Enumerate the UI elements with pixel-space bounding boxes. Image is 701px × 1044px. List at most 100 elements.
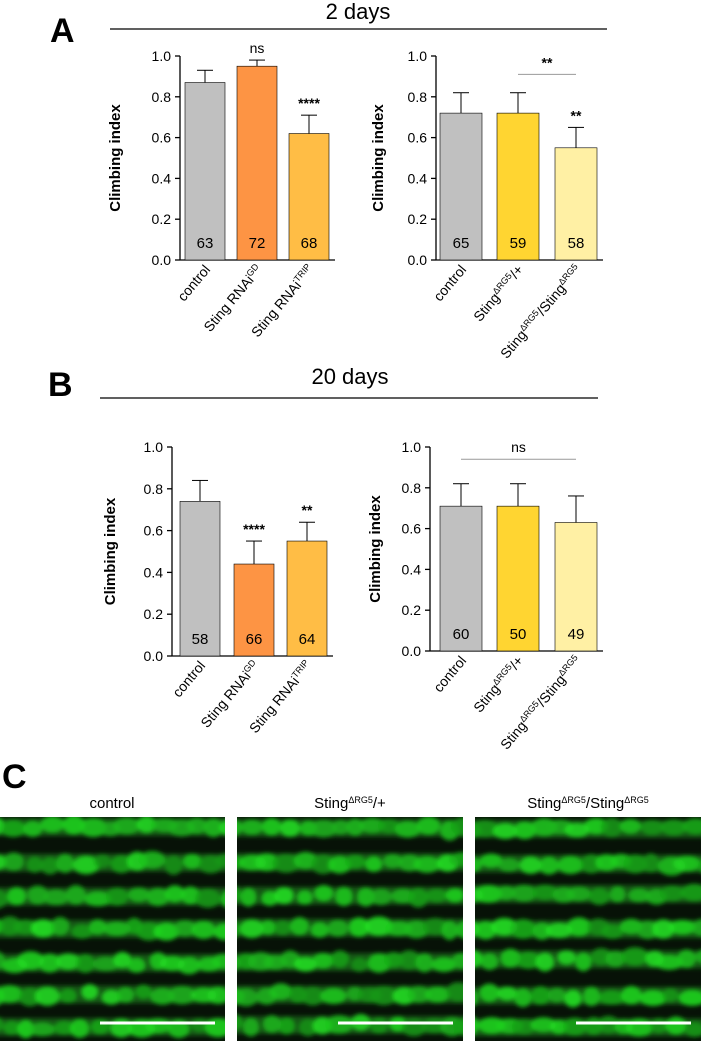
- nucleus: [0, 1017, 4, 1031]
- y-tick-label: 0.4: [144, 564, 164, 580]
- nucleus: [269, 983, 292, 1001]
- nucleus: [600, 817, 623, 838]
- nucleus: [452, 952, 463, 969]
- nucleus: [211, 953, 225, 970]
- significance: ****: [298, 95, 320, 111]
- nucleus: [168, 985, 196, 1005]
- superscript: ΔRG5: [561, 795, 586, 805]
- bar: [184, 82, 226, 261]
- y-axis-label: Climbing index: [370, 104, 387, 212]
- nucleus: [127, 957, 146, 973]
- nucleus: [278, 1017, 296, 1035]
- panel-letter: A: [50, 12, 75, 50]
- nucleus: [136, 922, 162, 941]
- micrograph: [0, 817, 225, 1041]
- bar: [439, 112, 483, 261]
- nucleus: [455, 921, 463, 939]
- y-tick-label: 0.4: [402, 561, 422, 577]
- nucleus: [146, 887, 169, 907]
- nucleus: [331, 819, 350, 835]
- nucleus: [301, 986, 325, 1006]
- nucleus: [34, 986, 60, 1006]
- fibers: [475, 817, 701, 1038]
- nucleus: [538, 856, 559, 875]
- superscript: TRIP: [292, 262, 313, 284]
- superscript: ΔRG5: [556, 262, 579, 287]
- micrograph: [475, 817, 701, 1041]
- nucleus: [678, 989, 701, 1006]
- panel-letter: C: [2, 758, 27, 796]
- nucleus: [535, 952, 555, 972]
- nucleus: [601, 924, 624, 940]
- y-tick-label: 0.4: [152, 170, 172, 186]
- nucleus: [356, 887, 375, 907]
- fibers: [0, 817, 225, 1039]
- nucleus: [110, 855, 133, 874]
- panel-title: 20 days: [311, 364, 388, 389]
- nucleus: [272, 853, 301, 873]
- nucleus: [144, 1018, 172, 1034]
- n-label: 65: [453, 235, 470, 252]
- nucleus: [237, 922, 241, 938]
- nucleus: [365, 856, 383, 873]
- nucleus: [334, 886, 353, 907]
- nucleus: [242, 1017, 260, 1037]
- nucleus: [3, 1020, 21, 1035]
- nucleus: [59, 988, 78, 1004]
- nucleus: [204, 817, 223, 838]
- nucleus: [479, 983, 500, 1002]
- y-tick-label: 1.0: [152, 48, 172, 64]
- nucleus: [262, 1015, 282, 1033]
- nucleus: [655, 954, 683, 970]
- nucleus: [40, 856, 60, 875]
- nucleus: [557, 950, 576, 965]
- nucleus: [325, 1015, 353, 1035]
- nucleus: [425, 986, 450, 1003]
- nucleus: [70, 924, 94, 939]
- nucleus: [566, 917, 592, 937]
- label-run: Sting: [527, 795, 561, 812]
- bracket-label: **: [542, 54, 553, 70]
- nucleus: [149, 987, 175, 1005]
- bar: [236, 65, 278, 261]
- y-tick-label: 0.8: [408, 89, 428, 105]
- nucleus: [597, 990, 626, 1005]
- nucleus: [164, 855, 183, 876]
- y-tick-label: 0.6: [144, 523, 164, 539]
- nucleus: [135, 984, 152, 1000]
- image-label: StingΔRG5/+: [314, 795, 386, 812]
- nucleus: [280, 819, 300, 838]
- significance: ****: [243, 521, 265, 537]
- bar: [288, 133, 330, 261]
- nucleus: [398, 950, 421, 970]
- nucleus: [450, 817, 463, 837]
- nucleus: [17, 1019, 35, 1039]
- nucleus: [369, 1017, 389, 1034]
- nucleus: [649, 1018, 669, 1034]
- superscript: ΔRG5: [556, 653, 579, 678]
- nucleus: [23, 820, 43, 838]
- label-run: /+: [373, 795, 386, 812]
- nucleus: [605, 950, 626, 968]
- nucleus: [449, 852, 463, 867]
- x-tick-label: StingΔRG5/+: [470, 262, 526, 325]
- nucleus: [84, 891, 112, 907]
- y-tick-label: 0.6: [152, 130, 172, 146]
- n-label: 59: [510, 235, 527, 252]
- nucleus: [475, 884, 503, 903]
- nucleus: [186, 817, 207, 834]
- nucleus: [659, 885, 685, 902]
- nucleus: [174, 919, 196, 937]
- x-tick-label: control: [174, 262, 213, 304]
- bar: [554, 522, 598, 652]
- label-run: Sting RNAi: [248, 277, 304, 340]
- y-tick-label: 1.0: [144, 439, 164, 455]
- y-tick-label: 0.6: [402, 521, 422, 537]
- nucleus: [627, 888, 650, 903]
- nucleus: [673, 855, 701, 872]
- nucleus: [359, 817, 386, 834]
- nucleus: [113, 817, 141, 835]
- nucleus: [682, 817, 701, 835]
- nucleus: [684, 1021, 701, 1038]
- nucleus: [113, 951, 132, 969]
